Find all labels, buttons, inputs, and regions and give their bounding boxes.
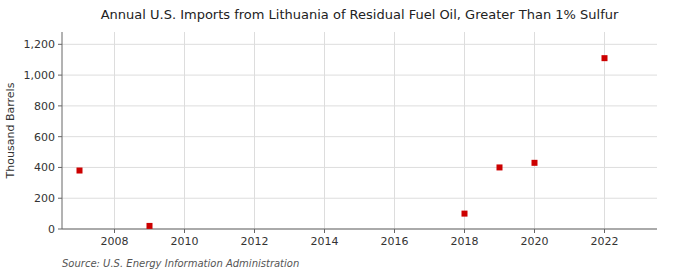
x-tick — [604, 229, 605, 233]
x-grid-line — [394, 32, 395, 229]
x-tick-label: 2014 — [311, 235, 339, 248]
y-tick-label: 800 — [34, 100, 55, 113]
y-grid-line — [62, 198, 657, 199]
x-tick — [534, 229, 535, 233]
x-grid-line — [254, 32, 255, 229]
points — [77, 55, 608, 229]
y-tick — [58, 105, 62, 106]
background — [0, 0, 675, 275]
x-grid-line — [324, 32, 325, 229]
x-tick — [324, 229, 325, 233]
y-tick-label: 0 — [48, 223, 55, 236]
y-tick-label: 400 — [34, 161, 55, 174]
y-grid-line — [62, 167, 657, 168]
x-grid-line — [464, 32, 465, 229]
x-tick-label: 2020 — [521, 235, 549, 248]
y-tick-label: 600 — [34, 131, 55, 144]
plot-area — [62, 32, 657, 229]
y-tick — [58, 229, 62, 230]
y-grid-line — [62, 136, 657, 137]
x-tick-label: 2010 — [171, 235, 199, 248]
point — [532, 160, 538, 166]
x-tick-label: 2012 — [241, 235, 269, 248]
y-axis-line — [62, 32, 63, 229]
x-tick-label: 2018 — [451, 235, 479, 248]
x-tick — [464, 229, 465, 233]
x-grid-line — [534, 32, 535, 229]
chart: 0 200 400 600 800 1,000 1,200 2008 2010 2012 2014 2… — [0, 0, 675, 275]
y-grid-line — [62, 44, 657, 45]
point — [462, 211, 468, 217]
point — [602, 55, 608, 61]
x-tick-label: 2022 — [591, 235, 619, 248]
x-tick — [114, 229, 115, 233]
y-tick-label: 1,200 — [24, 38, 56, 51]
point — [497, 164, 503, 170]
y-tick — [58, 136, 62, 137]
y-tick — [58, 75, 62, 76]
source: Source: U.S. Energy Information Administ… — [62, 258, 299, 269]
point — [77, 168, 83, 174]
y-tick-label: 200 — [34, 192, 55, 205]
x-grid-line — [184, 32, 185, 229]
x-tick-label: 2008 — [101, 235, 129, 248]
y-grid-line — [62, 75, 657, 76]
x-tick — [184, 229, 185, 233]
y-grid-line — [62, 105, 657, 106]
x-tick — [394, 229, 395, 233]
x-grid-line — [114, 32, 115, 229]
point — [147, 223, 153, 229]
y-tick-label: 1,000 — [24, 69, 56, 82]
x-tick-label: 2016 — [381, 235, 409, 248]
y-axis-label: Thousand Barrels — [4, 82, 17, 179]
y-tick — [58, 44, 62, 45]
x-tick — [254, 229, 255, 233]
x-grid-line — [604, 32, 605, 229]
y-tick — [58, 198, 62, 199]
y-tick — [58, 167, 62, 168]
title: Annual U.S. Imports from Lithuania of Re… — [101, 7, 619, 22]
